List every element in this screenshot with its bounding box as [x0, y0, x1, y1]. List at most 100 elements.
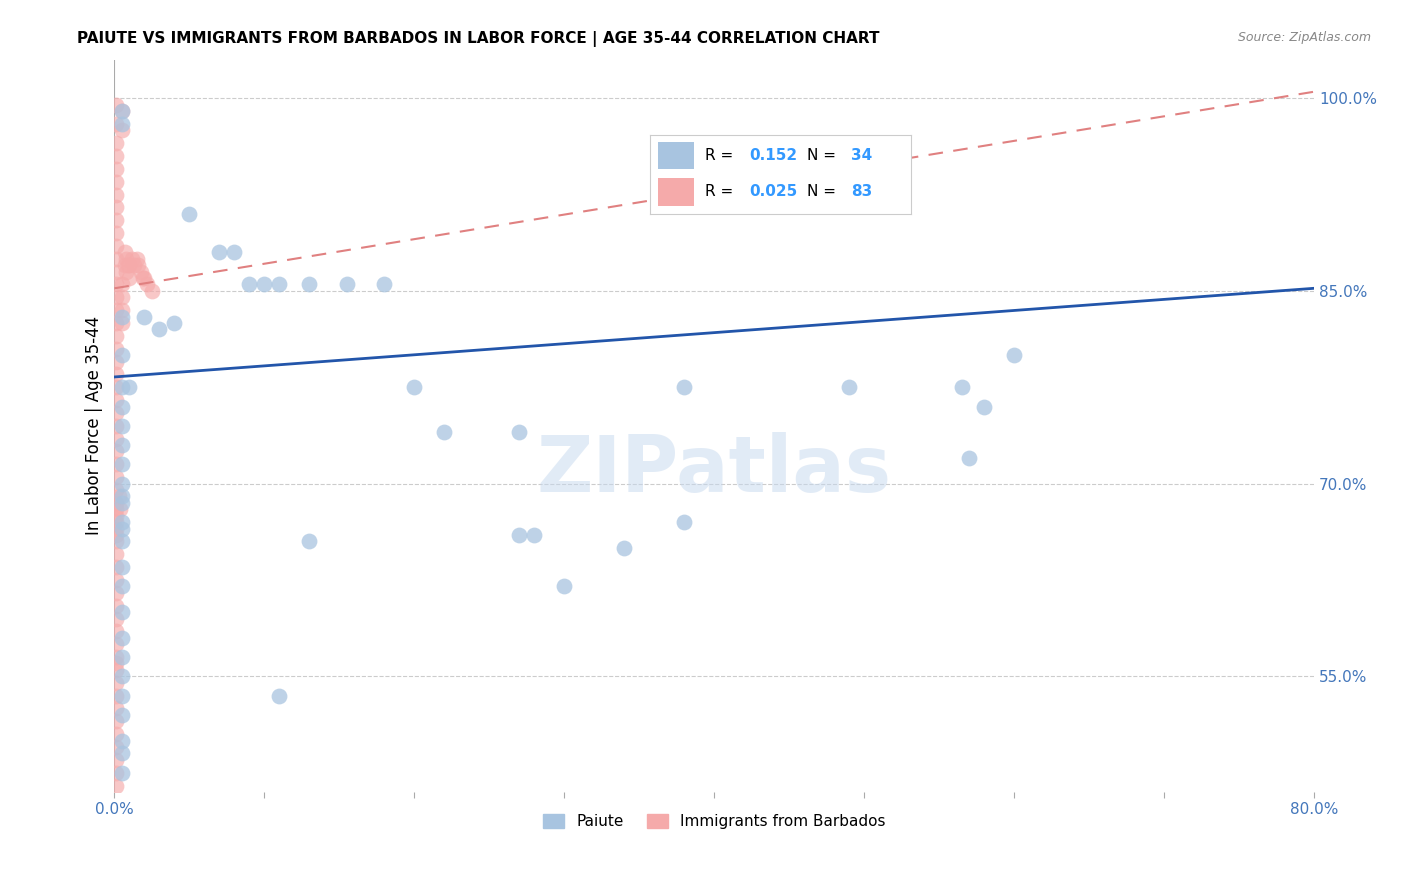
- Point: [104, 458, 127, 472]
- Point: [111, 631, 134, 645]
- Point: [104, 650, 127, 665]
- Point: [104, 765, 127, 780]
- Point: [111, 103, 134, 118]
- Point: [104, 522, 127, 536]
- Point: [131, 264, 153, 278]
- Point: [111, 310, 134, 324]
- Point: [111, 669, 134, 683]
- Point: [104, 418, 127, 433]
- Text: N =: N =: [807, 148, 841, 163]
- Point: [104, 239, 127, 253]
- Point: [104, 483, 127, 497]
- Point: [115, 252, 138, 266]
- Text: 0.025: 0.025: [749, 185, 797, 199]
- Point: [179, 207, 201, 221]
- Point: [104, 611, 127, 625]
- Point: [104, 252, 127, 266]
- Point: [508, 425, 530, 440]
- Point: [104, 470, 127, 484]
- Point: [253, 277, 276, 292]
- Point: [163, 316, 186, 330]
- Point: [111, 522, 134, 536]
- Point: [673, 515, 696, 529]
- Point: [108, 490, 131, 504]
- Point: [125, 252, 148, 266]
- Point: [104, 573, 127, 587]
- Point: [104, 714, 127, 729]
- Point: [111, 765, 134, 780]
- Text: N =: N =: [807, 185, 841, 199]
- Point: [104, 342, 127, 356]
- Point: [104, 354, 127, 368]
- Point: [613, 541, 636, 555]
- Text: 34: 34: [851, 148, 872, 163]
- Point: [298, 277, 321, 292]
- Point: [404, 380, 426, 394]
- Point: [104, 657, 127, 671]
- Point: [134, 271, 156, 285]
- Point: [1002, 348, 1025, 362]
- Point: [104, 290, 127, 304]
- Point: [111, 733, 134, 747]
- Point: [111, 496, 134, 510]
- Point: [104, 226, 127, 240]
- Point: [523, 528, 546, 542]
- Point: [111, 579, 134, 593]
- Point: [104, 316, 127, 330]
- Point: [111, 380, 134, 394]
- Point: [104, 586, 127, 600]
- Text: ZIPatlas: ZIPatlas: [537, 432, 891, 508]
- Point: [111, 316, 134, 330]
- Point: [111, 707, 134, 722]
- Point: [104, 175, 127, 189]
- Point: [104, 727, 127, 741]
- Point: [114, 258, 136, 272]
- Point: [134, 310, 156, 324]
- Point: [111, 490, 134, 504]
- Text: 0.152: 0.152: [749, 148, 797, 163]
- Point: [104, 393, 127, 408]
- Point: [957, 450, 980, 465]
- Point: [104, 689, 127, 703]
- Point: [104, 547, 127, 561]
- Point: [269, 277, 291, 292]
- Point: [104, 663, 127, 677]
- Point: [298, 534, 321, 549]
- Point: [104, 303, 127, 318]
- Point: [117, 258, 139, 272]
- Point: [104, 701, 127, 715]
- Point: [104, 406, 127, 420]
- Point: [111, 103, 134, 118]
- Point: [508, 528, 530, 542]
- Point: [553, 579, 575, 593]
- Point: [950, 380, 973, 394]
- Point: [118, 258, 141, 272]
- Point: [104, 368, 127, 382]
- Point: [121, 252, 143, 266]
- Text: R =: R =: [704, 148, 738, 163]
- Point: [104, 149, 127, 163]
- Point: [111, 605, 134, 619]
- Point: [104, 528, 127, 542]
- FancyBboxPatch shape: [658, 178, 695, 205]
- Point: [104, 136, 127, 150]
- Point: [104, 502, 127, 516]
- Point: [111, 650, 134, 665]
- Point: [148, 322, 170, 336]
- Point: [104, 97, 127, 112]
- Point: [111, 277, 134, 292]
- Point: [111, 438, 134, 452]
- Point: [115, 264, 138, 278]
- Point: [104, 187, 127, 202]
- Point: [104, 329, 127, 343]
- Point: [111, 747, 134, 761]
- Point: [104, 432, 127, 446]
- Point: [111, 458, 134, 472]
- Point: [433, 425, 456, 440]
- Point: [269, 689, 291, 703]
- Point: [111, 117, 134, 131]
- Point: [104, 444, 127, 458]
- Point: [104, 200, 127, 214]
- Text: 83: 83: [851, 185, 872, 199]
- Text: PAIUTE VS IMMIGRANTS FROM BARBADOS IN LABOR FORCE | AGE 35-44 CORRELATION CHART: PAIUTE VS IMMIGRANTS FROM BARBADOS IN LA…: [77, 31, 880, 47]
